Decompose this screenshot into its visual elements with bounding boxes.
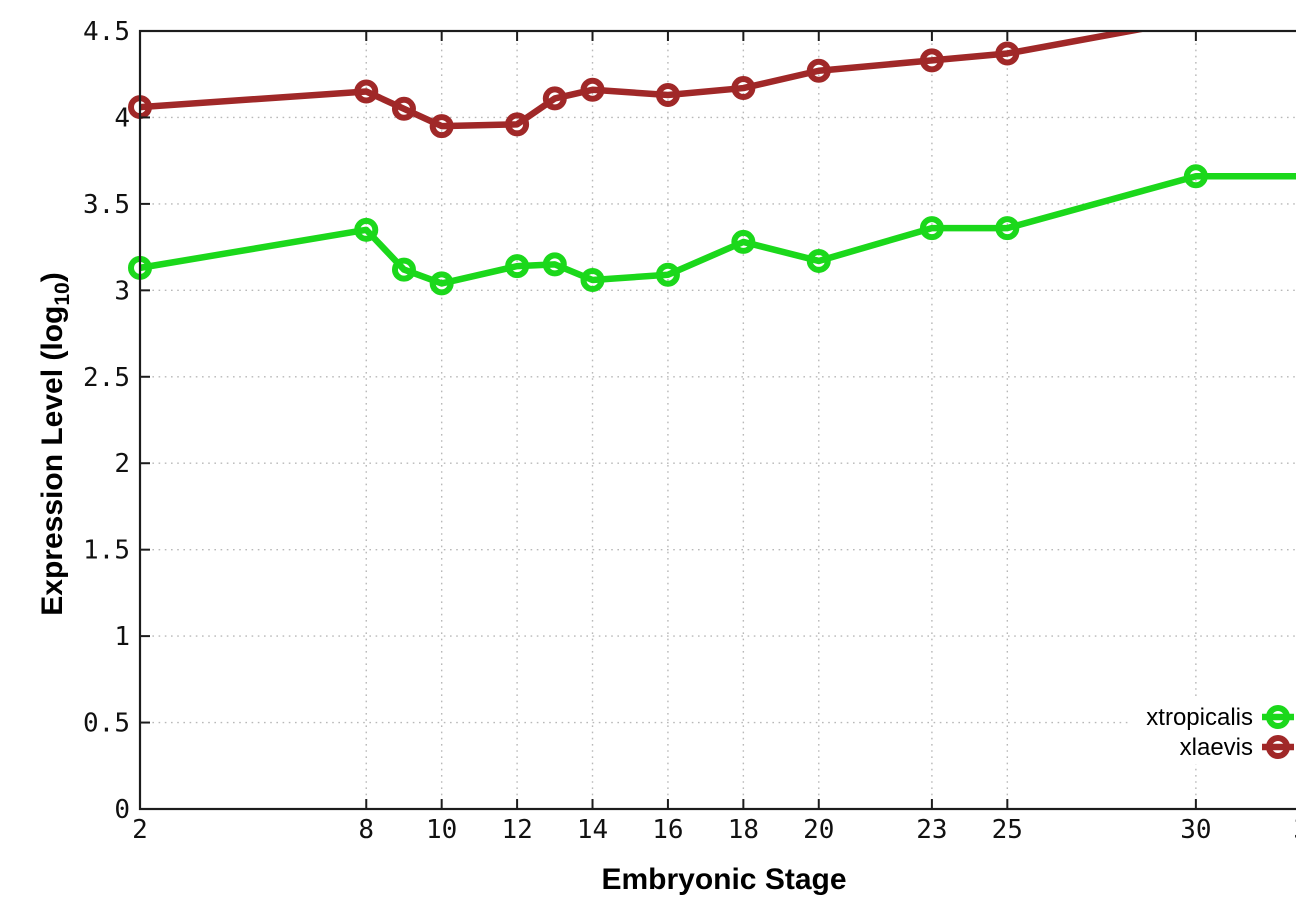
data-point-marker-xtropicalis [354,217,379,242]
data-point-marker-xlaevis [731,76,756,101]
x-tick-label: 25 [992,815,1023,845]
data-point-marker-xlaevis [655,82,680,107]
y-tick-label: 1.5 [83,536,130,566]
data-point-marker-xlaevis [429,114,454,139]
data-point-marker-xtropicalis [391,257,416,282]
x-axis-title: Embryonic Stage [601,863,846,896]
x-tick-label: 2 [132,815,148,845]
x-tick-label: 16 [652,815,683,845]
data-point-marker-xtropicalis [505,254,530,279]
y-tick-label: 1 [114,622,130,652]
series-layer [128,31,1296,296]
data-point-marker-xlaevis [542,86,567,111]
legend-layer: xtropicalis xlaevis [1130,700,1296,764]
y-tick-label: 0 [114,795,130,825]
x-tick-label: 33 [1293,815,1296,845]
series-line-xlaevis [140,31,1148,130]
legend-label-xlaevis: xlaevis [1180,734,1253,761]
legend-label-xtropicalis: xtropicalis [1146,704,1253,731]
data-point-marker-xtropicalis [995,216,1020,241]
gridlines-layer [140,30,1296,809]
data-point-marker-xlaevis [806,58,831,83]
data-point-marker-xtropicalis [1183,164,1208,189]
data-point-marker-xtropicalis [580,267,605,292]
data-point-marker-xlaevis [995,41,1020,66]
data-point-marker-xtropicalis [731,229,756,254]
x-tick-label: 20 [803,815,834,845]
y-tick-label: 3.5 [83,190,130,220]
legend-marker-xlaevis [1266,735,1290,759]
data-point-marker-xtropicalis [542,252,567,277]
axes-layer [138,29,1296,811]
y-tick-label: 0.5 [83,709,130,739]
y-tick-label: 3 [114,276,130,306]
data-point-marker-xtropicalis [919,216,944,241]
x-tick-label: 18 [728,815,759,845]
y-tick-label: 4.5 [83,17,130,47]
y-tick-label: 2 [114,449,130,479]
data-point-marker-xtropicalis [655,262,680,287]
x-tick-label: 14 [577,815,608,845]
y-tick-label: 2.5 [83,363,130,393]
chart-canvas: 2 8 10 12 14 16 18 20 23 25 30 33 0 0.5 1 1.5 2 2.5 3 3.5 4 4… [40,17,1296,896]
data-point-marker-xtropicalis [806,248,831,273]
data-point-marker-xtropicalis [429,271,454,296]
x-tick-label: 10 [426,815,457,845]
x-tick-label: 8 [358,815,374,845]
x-tick-label: 23 [916,815,947,845]
data-point-marker-xlaevis [505,112,530,137]
tick-labels-layer: 2 8 10 12 14 16 18 20 23 25 30 33 0 0.5 1 1.5 2 2.5 3 3.5 4 4… [83,17,1296,845]
data-point-marker-xlaevis [580,77,605,102]
y-tick-label: 4 [114,103,130,133]
x-tick-label: 12 [501,815,532,845]
y-axis-title: Expression Level (log10) [40,272,74,615]
plot-border [138,29,1296,811]
series-line-xtropicalis [140,172,1296,287]
data-point-marker-xlaevis [919,48,944,73]
legend-marker-xtropicalis [1266,705,1290,729]
data-point-marker-xlaevis [391,96,416,121]
data-point-marker-xlaevis [354,79,379,104]
x-tick-label: 30 [1180,815,1211,845]
expression-level-line-chart: 2 8 10 12 14 16 18 20 23 25 30 33 0 0.5 1 1.5 2 2.5 3 3.5 4 4… [40,16,1296,907]
